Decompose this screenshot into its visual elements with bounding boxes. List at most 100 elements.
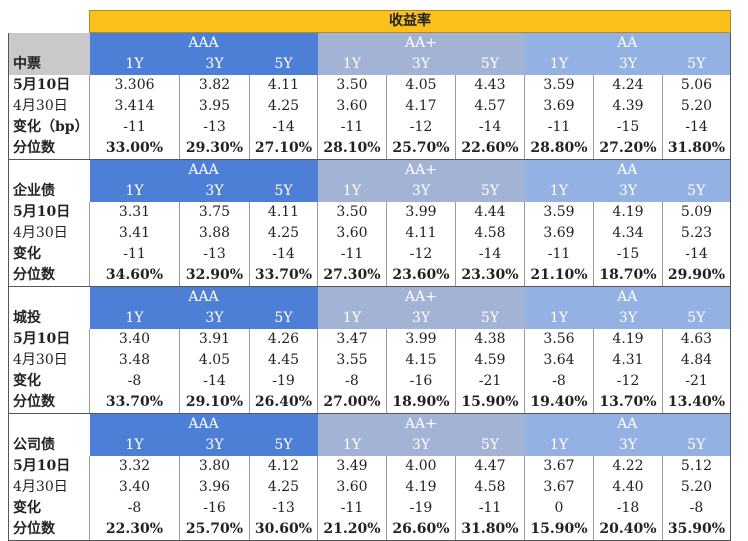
term-header: 1Y <box>317 54 387 75</box>
term-header: 1Y <box>524 435 594 456</box>
term-header: 1Y <box>89 181 180 202</box>
table-row: 分位数 34.60% 32.90% 33.70% 27.30% 23.60% 23.30% 2… <box>8 265 731 287</box>
table-cell: 31.80% <box>455 519 525 541</box>
section-name: 城投 <box>8 308 90 329</box>
table-cell: -14 <box>179 371 250 392</box>
table-cell: 4.34 <box>593 223 663 244</box>
table-cell: -11 <box>89 244 180 265</box>
table-cell: 3.306 <box>89 75 180 96</box>
table-cell: 35.90% <box>662 519 731 541</box>
table-cell: -11 <box>455 498 525 519</box>
table-row: 分位数 33.00% 29.30% 27.10% 28.10% 25.70% 22.60% 2… <box>8 138 731 160</box>
table-cell: 3.60 <box>317 477 387 498</box>
row-label: 分位数 <box>8 392 90 414</box>
table-cell: 3.40 <box>89 329 180 350</box>
row-label: 4月30日 <box>8 223 90 244</box>
table-cell: 3.48 <box>89 350 180 371</box>
table-cell: 4.05 <box>386 75 456 96</box>
table-row: 4月30日 3.48 4.05 4.45 3.55 4.15 4.59 3.64 4.31 4.8… <box>8 350 731 371</box>
term-header: 5Y <box>662 54 731 75</box>
table-cell: 25.70% <box>386 138 456 160</box>
rating-header: AAA <box>89 32 318 54</box>
table-cell: 33.70% <box>249 265 318 287</box>
table-row: 分位数 22.30% 25.70% 30.60% 21.20% 26.60% 31.80% 1… <box>8 519 731 541</box>
table-cell: 3.60 <box>317 96 387 117</box>
table-cell: 4.39 <box>593 96 663 117</box>
table-cell: 3.69 <box>524 96 594 117</box>
title-spacer <box>9 11 90 33</box>
table-cell: 3.59 <box>524 202 594 223</box>
table-cell: 3.64 <box>524 350 594 371</box>
table-cell: 4.44 <box>455 202 525 223</box>
rating-header: AAA <box>89 159 318 181</box>
table-cell: 3.82 <box>179 75 250 96</box>
table-cell: 3.67 <box>524 477 594 498</box>
table-cell: -11 <box>317 498 387 519</box>
table-cell: 4.05 <box>179 350 250 371</box>
term-header: 3Y <box>179 435 250 456</box>
table-cell: 28.80% <box>524 138 594 160</box>
table-row: 5月10日 3.40 3.91 4.26 3.47 3.99 4.38 3.56 4.19 4.6… <box>8 329 731 350</box>
table-cell: -12 <box>386 244 456 265</box>
section-rating-header-row: AAA AA+ AA <box>8 159 731 181</box>
row-label: 变化 <box>8 498 90 519</box>
term-header: 5Y <box>249 435 318 456</box>
rating-header: AA+ <box>317 413 525 435</box>
term-header: 3Y <box>179 308 250 329</box>
term-header: 3Y <box>386 435 456 456</box>
section-term-header-row: 中票 1Y 3Y 5Y 1Y 3Y 5Y 1Y 3Y 5Y <box>8 54 731 75</box>
table-cell: 3.50 <box>317 75 387 96</box>
table-cell: 18.90% <box>386 392 456 414</box>
table-cell: 29.10% <box>179 392 250 414</box>
table-cell: -14 <box>455 117 525 138</box>
row-label: 4月30日 <box>8 477 90 498</box>
table-cell: -14 <box>455 244 525 265</box>
term-header: 5Y <box>662 308 731 329</box>
row-label: 5月10日 <box>8 329 90 350</box>
table-cell: 31.80% <box>662 138 731 160</box>
table-cell: -15 <box>593 244 663 265</box>
table-cell: 4.11 <box>386 223 456 244</box>
term-header: 1Y <box>524 54 594 75</box>
table-row: 5月10日 3.32 3.80 4.12 3.49 4.00 4.47 3.67 4.22 5.1… <box>8 456 731 477</box>
table-cell: 3.99 <box>386 202 456 223</box>
row-label: 5月10日 <box>8 202 90 223</box>
rating-header: AA+ <box>317 159 525 181</box>
table-cell: -13 <box>179 117 250 138</box>
table-cell: 3.40 <box>89 477 180 498</box>
table-cell: -11 <box>524 244 594 265</box>
table-cell: 4.43 <box>455 75 525 96</box>
table-row: 5月10日 3.31 3.75 4.11 3.50 3.99 4.44 3.59 4.19 5.0… <box>8 202 731 223</box>
table-cell: 3.59 <box>524 75 594 96</box>
table-cell: 3.88 <box>179 223 250 244</box>
table-cell: 3.75 <box>179 202 250 223</box>
table-cell: 3.99 <box>386 329 456 350</box>
table-cell: 4.12 <box>249 456 318 477</box>
row-label: 分位数 <box>8 519 90 541</box>
term-header: 3Y <box>386 54 456 75</box>
row-label: 分位数 <box>8 138 90 160</box>
section-label-top <box>8 159 90 181</box>
term-header: 3Y <box>179 54 250 75</box>
table-cell: -21 <box>455 371 525 392</box>
table-cell: 15.90% <box>455 392 525 414</box>
table-cell: -15 <box>593 117 663 138</box>
yield-table: 收益率 AAA AA+ AA 中票 1Y 3Y 5Y 1Y 3Y 5Y 1Y 3Y 5Y 5月10日 3.3… <box>8 10 731 541</box>
table-cell: 3.80 <box>179 456 250 477</box>
table-cell: -13 <box>249 498 318 519</box>
table-cell: 4.00 <box>386 456 456 477</box>
section-rating-header-row: AAA AA+ AA <box>8 286 731 308</box>
row-label: 5月10日 <box>8 75 90 96</box>
rating-header: AA <box>524 413 731 435</box>
section-label-top <box>8 286 90 308</box>
table-cell: 33.70% <box>89 392 180 414</box>
table-cell: -14 <box>662 244 731 265</box>
table-cell: -8 <box>662 498 731 519</box>
term-header: 5Y <box>662 435 731 456</box>
table-cell: -16 <box>179 498 250 519</box>
row-label: 变化 <box>8 244 90 265</box>
section-name: 中票 <box>8 54 90 75</box>
rating-header: AAA <box>89 286 318 308</box>
table-cell: -11 <box>89 117 180 138</box>
table-cell: 4.19 <box>386 477 456 498</box>
